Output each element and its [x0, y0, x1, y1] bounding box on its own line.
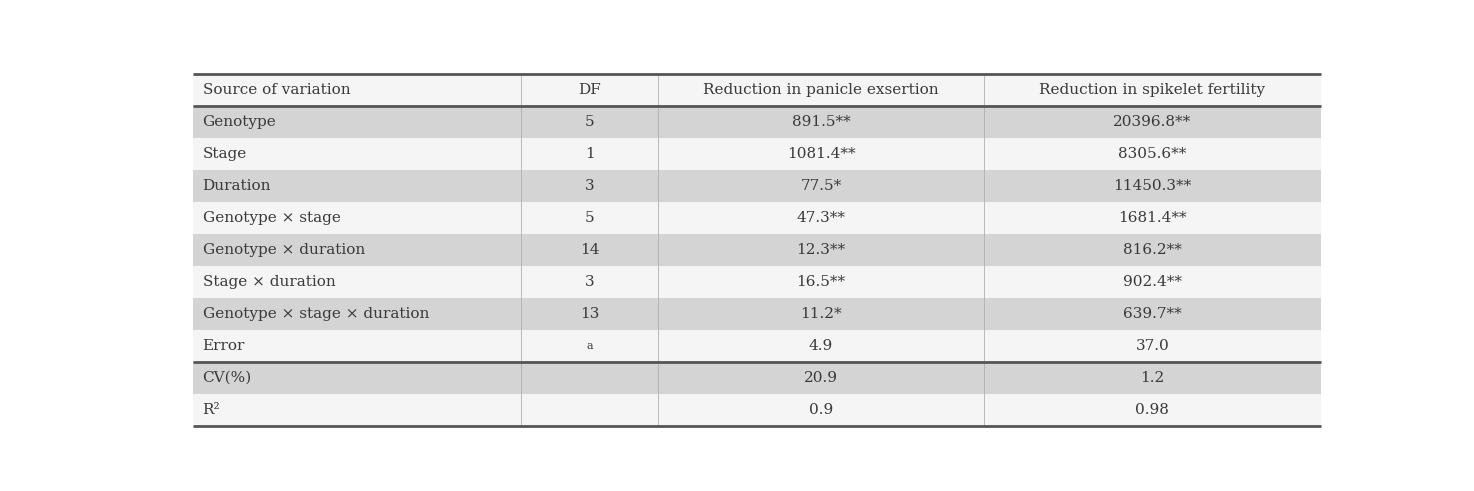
Bar: [193, 394, 1321, 426]
Text: Reduction in panicle exsertion: Reduction in panicle exsertion: [703, 83, 939, 97]
Text: CV(%): CV(%): [202, 371, 252, 385]
Text: 47.3**: 47.3**: [796, 211, 846, 225]
Text: 816.2**: 816.2**: [1123, 243, 1182, 257]
Text: 1081.4**: 1081.4**: [787, 147, 855, 161]
Text: Stage: Stage: [202, 147, 246, 161]
Text: Error: Error: [202, 339, 245, 353]
Bar: [193, 266, 1321, 298]
Bar: [193, 330, 1321, 362]
Text: R²: R²: [202, 403, 220, 417]
Bar: [193, 170, 1321, 202]
Text: 37.0: 37.0: [1135, 339, 1169, 353]
Text: 5: 5: [585, 115, 594, 129]
Bar: [193, 106, 1321, 138]
Text: 1: 1: [585, 147, 594, 161]
Text: 14: 14: [581, 243, 600, 257]
Bar: [193, 138, 1321, 170]
Text: 0.9: 0.9: [809, 403, 833, 417]
Text: 639.7**: 639.7**: [1123, 307, 1182, 321]
Text: 77.5*: 77.5*: [800, 179, 842, 193]
Bar: [193, 362, 1321, 394]
Text: Source of variation: Source of variation: [202, 83, 351, 97]
Text: 13: 13: [581, 307, 600, 321]
Text: 891.5**: 891.5**: [792, 115, 850, 129]
Text: 20.9: 20.9: [805, 371, 839, 385]
Text: DF: DF: [578, 83, 601, 97]
Text: 11450.3**: 11450.3**: [1113, 179, 1191, 193]
Bar: [193, 74, 1321, 106]
Text: 4.9: 4.9: [809, 339, 833, 353]
Bar: [193, 202, 1321, 234]
Text: 12.3**: 12.3**: [796, 243, 846, 257]
Text: Genotype × stage × duration: Genotype × stage × duration: [202, 307, 429, 321]
Text: Duration: Duration: [202, 179, 271, 193]
Text: 20396.8**: 20396.8**: [1113, 115, 1191, 129]
Text: 3: 3: [585, 275, 594, 289]
Text: 5: 5: [585, 211, 594, 225]
Text: Genotype × stage: Genotype × stage: [202, 211, 340, 225]
Text: Genotype × duration: Genotype × duration: [202, 243, 364, 257]
Text: 0.98: 0.98: [1135, 403, 1169, 417]
Text: 902.4**: 902.4**: [1123, 275, 1182, 289]
Text: 1681.4**: 1681.4**: [1119, 211, 1187, 225]
Text: Reduction in spikelet fertility: Reduction in spikelet fertility: [1039, 83, 1266, 97]
Bar: [193, 298, 1321, 330]
Text: 16.5**: 16.5**: [796, 275, 846, 289]
Text: Stage × duration: Stage × duration: [202, 275, 335, 289]
Text: 11.2*: 11.2*: [800, 307, 842, 321]
Text: 3: 3: [585, 179, 594, 193]
Text: 1.2: 1.2: [1141, 371, 1164, 385]
Bar: [193, 234, 1321, 266]
Text: a: a: [587, 341, 593, 351]
Text: 8305.6**: 8305.6**: [1119, 147, 1187, 161]
Text: Genotype: Genotype: [202, 115, 276, 129]
